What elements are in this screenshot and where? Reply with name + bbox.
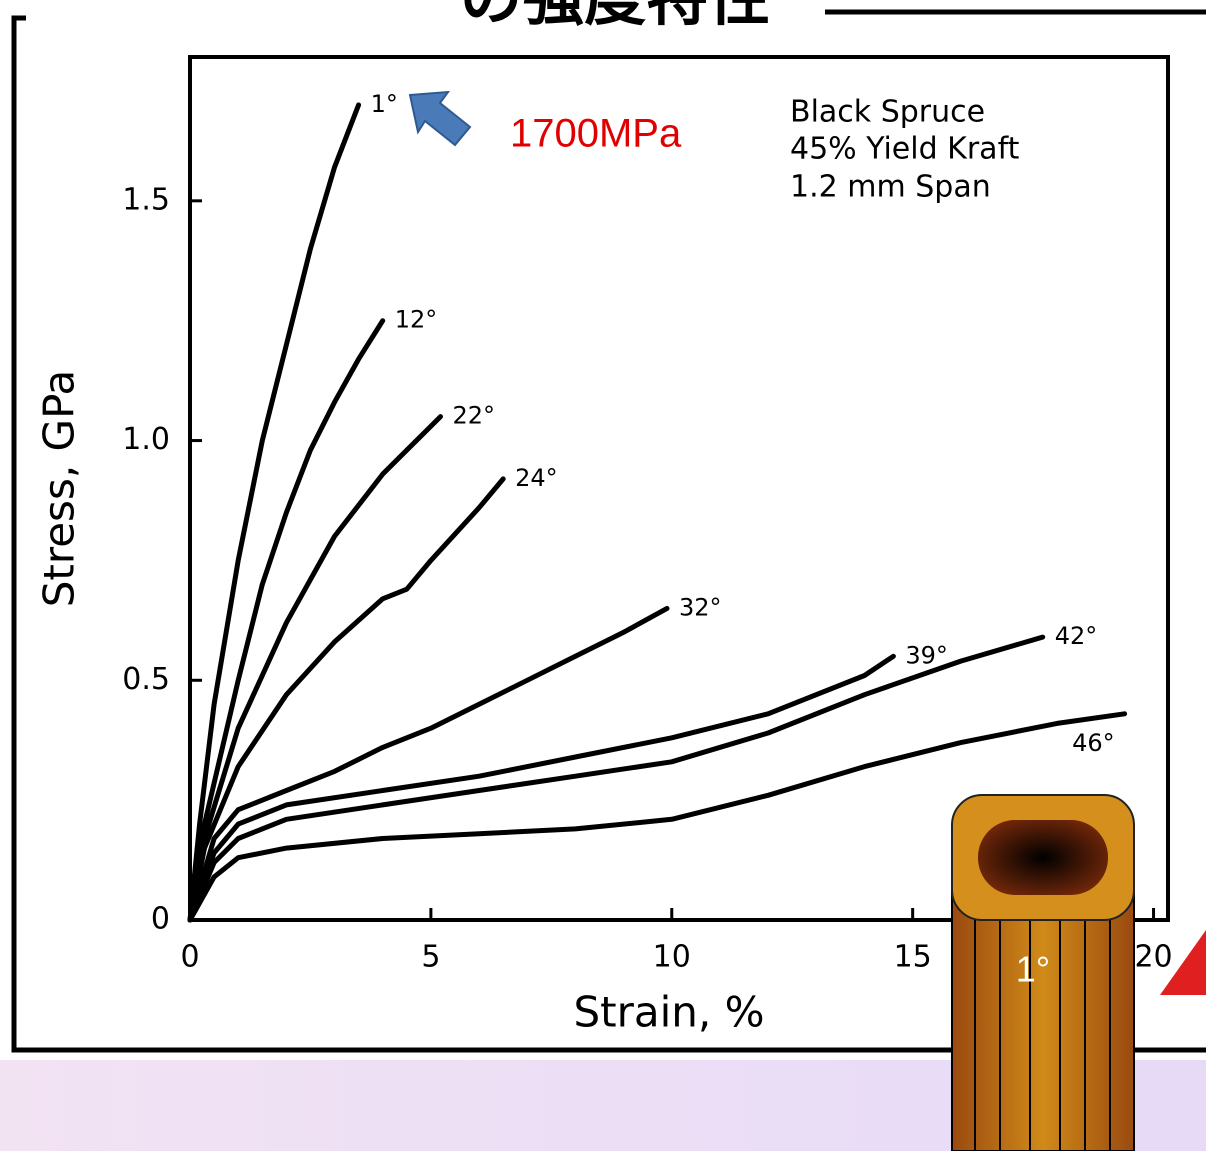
x-tick-label: 5: [421, 940, 440, 975]
annotation: 1.2 mm Span: [790, 170, 991, 205]
curve-label: 39°: [905, 641, 948, 669]
curve-label: 24°: [515, 464, 558, 492]
x-tick-label: 20: [1134, 940, 1172, 975]
x-tick-label: 15: [894, 940, 932, 975]
curve: [187, 414, 443, 923]
chart: 0 5 10 15 20 0 0.5 1.0 1.5 Strain, % Stress, GPa 17…: [35, 55, 1173, 1037]
slide-title: の強度特性: [460, 0, 770, 34]
frame: [11, 9, 1206, 1053]
curve-label: 32°: [679, 593, 722, 621]
curve: [187, 711, 1128, 923]
x-tick-label: 0: [180, 940, 199, 975]
curve-label: 42°: [1055, 622, 1098, 650]
curve-label: 22°: [453, 402, 496, 430]
annotation: 45% Yield Kraft: [790, 132, 1020, 167]
curve: [187, 476, 506, 923]
plot-frame: [188, 55, 1170, 922]
annotation: 1700MPa: [510, 112, 682, 156]
y-tick-label: 1.0: [122, 422, 170, 457]
fiber-lumen: [978, 820, 1108, 895]
y-tick-label: 1.5: [122, 182, 170, 217]
blue-arrow: [408, 90, 472, 147]
curve: [187, 318, 386, 923]
curve-label: 46°: [1072, 729, 1115, 757]
illustration: 1°: [408, 90, 1206, 1151]
annotation: Black Spruce: [790, 95, 985, 130]
fiber-body: [951, 884, 1135, 1151]
curve: [187, 634, 1046, 923]
curve: [187, 102, 362, 923]
fiber-label: 1°: [1016, 949, 1050, 990]
curve-label: 1°: [371, 90, 398, 118]
y-tick-label: 0.5: [122, 662, 170, 697]
fiber-stripes: [974, 905, 1111, 1151]
x-axis-label: Strain, %: [573, 988, 764, 1037]
curve: [187, 605, 670, 923]
curve: [187, 653, 896, 923]
red-arrow: [1160, 930, 1206, 995]
x-tick-label: 10: [653, 940, 691, 975]
y-axis-label: Stress, GPa: [35, 370, 84, 608]
y-tick-label: 0: [151, 902, 170, 937]
curve-label: 12°: [395, 306, 438, 334]
